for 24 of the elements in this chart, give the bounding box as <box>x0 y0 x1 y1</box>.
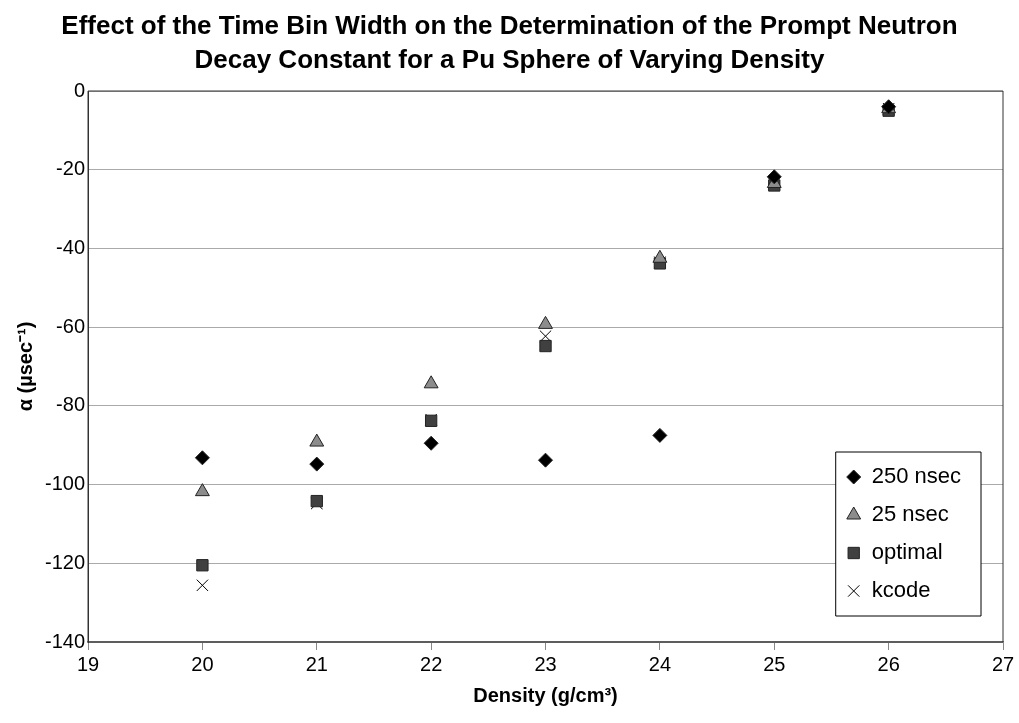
x-axis-title: Density (g/cm³) <box>473 683 618 706</box>
x-tick-label: 22 <box>420 652 443 675</box>
x-tick-label: 21 <box>305 652 328 675</box>
y-tick-label: 0 <box>73 78 86 101</box>
y-tick-label: -60 <box>56 314 86 337</box>
legend-label: 250 nsec <box>871 463 962 489</box>
chart-title: Effect of the Time Bin Width on the Determination of the Prompt Neutron Decay Constant for a Pu Sphere of Varying Density <box>60 9 959 76</box>
legend-label: 25 nsec <box>871 501 949 527</box>
y-tick-label: -80 <box>56 393 86 416</box>
x-tick-label: 24 <box>648 652 672 675</box>
y-tick-label: -120 <box>45 550 86 573</box>
x-tick-label: 19 <box>76 652 100 675</box>
legend-label: optimal <box>871 539 943 565</box>
y-tick-label: -40 <box>56 235 86 258</box>
y-tick-label: -20 <box>56 157 86 180</box>
x-tick-label: 23 <box>534 652 557 675</box>
x-tick-label: 27 <box>991 652 1015 675</box>
legend-label: kcode <box>871 577 931 603</box>
y-tick-label: -140 <box>45 629 86 652</box>
y-tick-label: -100 <box>45 472 86 495</box>
x-tick-label: 26 <box>877 652 900 675</box>
y-axis-title: α (µsec⁻¹) <box>13 321 36 412</box>
x-tick-label: 20 <box>191 652 214 675</box>
x-tick-label: 25 <box>763 652 786 675</box>
